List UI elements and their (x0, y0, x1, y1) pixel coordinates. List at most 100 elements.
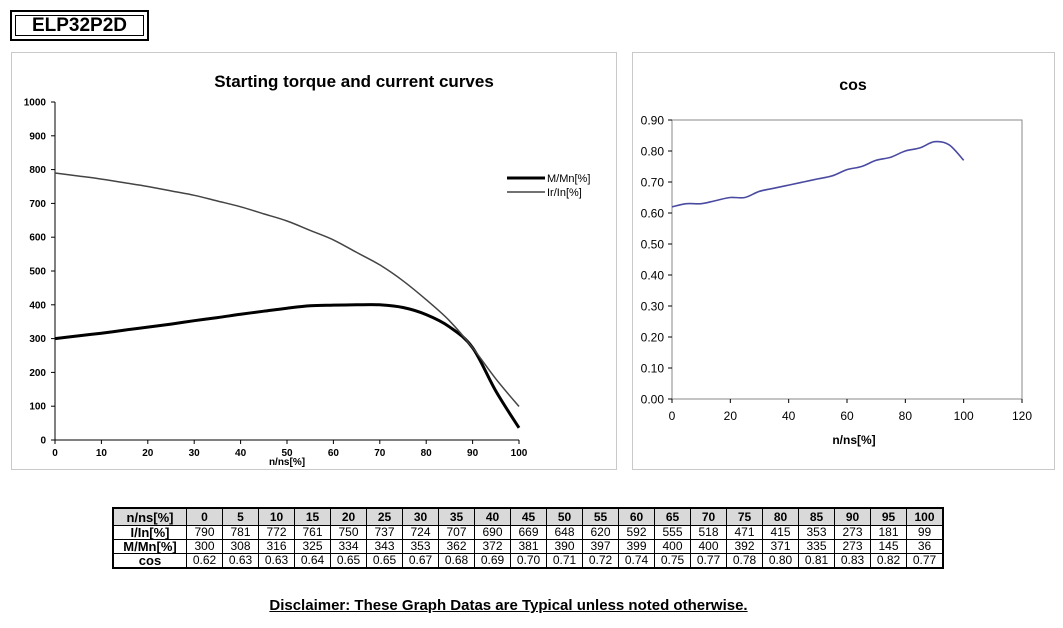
table-cell: 0.74 (618, 553, 655, 569)
table-cell: 592 (618, 525, 655, 540)
y-tick-label: 0.60 (641, 207, 665, 221)
table-cell: 335 (798, 539, 835, 554)
y-tick-label: 0.80 (641, 145, 665, 159)
x-tick-label: 80 (899, 409, 913, 423)
table-cell: 181 (870, 525, 907, 540)
table-cell: 0.63 (222, 553, 259, 569)
table-cell: 0.78 (726, 553, 763, 569)
torque-current-chart-panel: Starting torque and current curves 0 100 20… (11, 52, 617, 470)
table-cell: 80 (762, 507, 799, 526)
cos-chart: cos 0.00 0.10 0.20 0.30 0.40 0.50 0.60 0.70 0.80 0… (641, 77, 1033, 447)
x-tick-label: 20 (724, 409, 738, 423)
table-cell: 0.80 (762, 553, 799, 569)
table-cell: 620 (582, 525, 619, 540)
y-tick-label: 200 (29, 368, 46, 379)
table-cell: 273 (834, 539, 871, 554)
x-tick-label: 60 (840, 409, 854, 423)
x-tick-label: 80 (421, 448, 433, 459)
series-line-torque (54, 303, 521, 429)
y-tick-label: 0.50 (641, 238, 665, 252)
table-cell: 400 (690, 539, 727, 554)
table-cell: 0.70 (510, 553, 547, 569)
y-tick-label: 1000 (24, 98, 47, 109)
table-row: M/Mn[%] 300 308 316 325 334 343 353 362 372 381 390… (112, 539, 944, 554)
x-axis-label: n/ns[%] (269, 457, 305, 468)
table-cell: 0.69 (474, 553, 511, 569)
legend-label: M/Mn[%] (547, 173, 590, 185)
table-cell: 0.63 (258, 553, 295, 569)
model-title-box: ELP32P2D (10, 10, 149, 41)
table-cell: 300 (186, 539, 223, 554)
table-cell: 372 (474, 539, 511, 554)
table-cell: 0.65 (330, 553, 367, 569)
table-cell: 761 (294, 525, 331, 540)
table-cell: 415 (762, 525, 799, 540)
x-axis-label: n/ns[%] (832, 433, 875, 447)
table-row: I/In[%] 790 781 772 761 750 737 724 707 690 669 648… (112, 525, 944, 540)
table-cell: 790 (186, 525, 223, 540)
table-cell: 707 (438, 525, 475, 540)
disclaimer: Disclaimer: These Graph Datas are Typica… (269, 597, 748, 614)
y-tick-label: 0.90 (641, 114, 665, 128)
y-tick-label: 0.20 (641, 331, 665, 345)
table-cell: 737 (366, 525, 403, 540)
x-tick-label: 70 (374, 448, 386, 459)
table-cell: 100 (906, 507, 944, 526)
y-tick-label: 600 (29, 233, 46, 244)
table-cell: 371 (762, 539, 799, 554)
x-tick-label: 0 (669, 409, 676, 423)
table-cell: 334 (330, 539, 367, 554)
row-header: M/Mn[%] (112, 539, 187, 554)
table-cell: 781 (222, 525, 259, 540)
x-tick-label: 40 (782, 409, 796, 423)
table-row: cos 0.62 0.63 0.63 0.64 0.65 0.65 0.67 0.68 0.69 0… (112, 553, 944, 569)
model-title: ELP32P2D (15, 15, 144, 36)
table-cell: 325 (294, 539, 331, 554)
legend-label: Ir/In[%] (547, 187, 582, 199)
y-tick-label: 400 (29, 300, 46, 311)
table-cell: 390 (546, 539, 583, 554)
table-cell: 65 (654, 507, 691, 526)
table-cell: 50 (546, 507, 583, 526)
y-tick-label: 100 (29, 402, 46, 413)
x-tick-label: 90 (467, 448, 479, 459)
table-cell: 316 (258, 539, 295, 554)
y-tick-label: 0 (40, 436, 46, 447)
table-cell: 381 (510, 539, 547, 554)
table-cell: 555 (654, 525, 691, 540)
table-cell: 724 (402, 525, 439, 540)
table-cell: 36 (906, 539, 944, 554)
x-tick-label: 50 (281, 448, 293, 459)
table-cell: 95 (870, 507, 907, 526)
table-cell: 0.62 (186, 553, 223, 569)
table-cell: 0.65 (366, 553, 403, 569)
table-cell: 397 (582, 539, 619, 554)
table-cell: 690 (474, 525, 511, 540)
plot-area-border (671, 119, 1023, 400)
y-tick-label: 800 (29, 165, 46, 176)
y-tick-label: 0.40 (641, 269, 665, 283)
y-tick-label: 900 (29, 131, 46, 142)
x-tick-label: 120 (1012, 409, 1032, 423)
y-tick-label: 0.70 (641, 176, 665, 190)
table-cell: 145 (870, 539, 907, 554)
table-cell: 518 (690, 525, 727, 540)
table-cell: 0.75 (654, 553, 691, 569)
y-tick-label: 0.00 (641, 393, 665, 407)
torque-current-chart: Starting torque and current curves 0 100 20… (24, 72, 591, 468)
chart-title: Starting torque and current curves (214, 72, 494, 91)
row-header: cos (112, 553, 187, 569)
y-tick-label: 300 (29, 334, 46, 345)
cos-chart-panel: cos 0.00 0.10 0.20 0.30 0.40 0.50 0.60 0.70 0.80 0… (632, 52, 1055, 470)
table-cell: 353 (798, 525, 835, 540)
table-cell: 40 (474, 507, 511, 526)
x-tick-label: 40 (235, 448, 247, 459)
table-cell: 0.71 (546, 553, 583, 569)
table-cell: 90 (834, 507, 871, 526)
y-tick-label: 700 (29, 199, 46, 210)
table-row: n/ns[%] 0 5 10 15 20 25 30 35 40 45 50 55 60 65 70 75 80 8… (112, 507, 944, 526)
table-cell: 0.67 (402, 553, 439, 569)
table-cell: 45 (510, 507, 547, 526)
table-cell: 648 (546, 525, 583, 540)
table-cell: 99 (906, 525, 944, 540)
